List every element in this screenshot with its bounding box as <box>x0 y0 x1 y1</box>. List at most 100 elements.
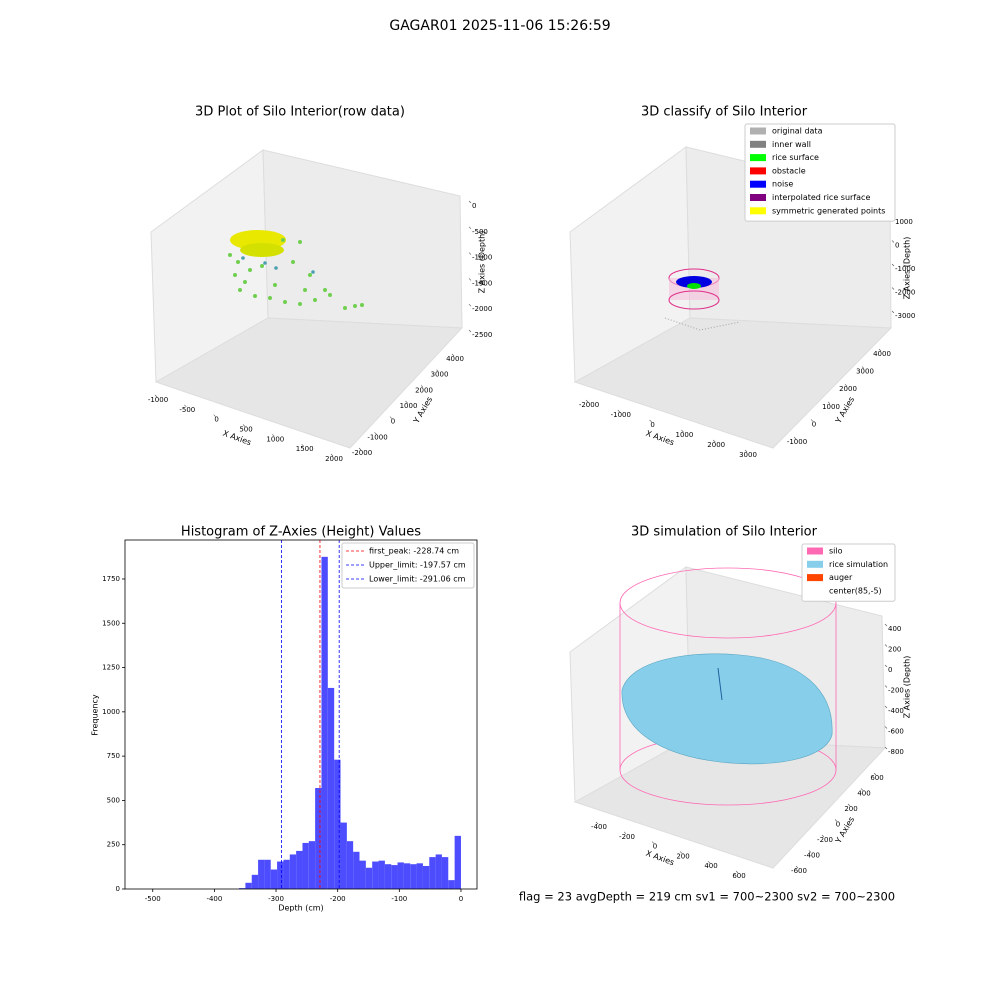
z-tick <box>884 705 888 709</box>
y-tick <box>358 447 362 451</box>
bar <box>353 851 360 889</box>
y-tick-label: -400 <box>804 852 820 860</box>
x-tick-label: 2000 <box>707 441 725 449</box>
x-tick-label: -300 <box>268 895 284 903</box>
bar <box>315 788 322 889</box>
legend-label: rice surface <box>772 153 819 162</box>
bar <box>270 869 278 889</box>
x-tick <box>649 419 652 423</box>
y-tick <box>821 834 825 838</box>
x-tick-label: 1000 <box>675 431 693 439</box>
x-tick-label: -100 <box>391 895 407 903</box>
y-tick-label: 0 <box>391 418 395 426</box>
legend-label: inner wall <box>772 140 811 149</box>
y-tick-label: 400 <box>857 790 870 798</box>
z-tick <box>884 726 888 729</box>
y-tick-label: 1750 <box>102 575 120 583</box>
z-tick-label: 1000 <box>895 218 913 226</box>
y-tick-label: 1000 <box>822 403 840 411</box>
bar <box>283 859 290 889</box>
x-tick <box>679 851 683 854</box>
z-tick-label: 200 <box>888 646 901 654</box>
bar <box>365 867 373 889</box>
x-tick-label: 400 <box>704 862 717 870</box>
x-tick <box>712 439 716 443</box>
x-tick-label: -500 <box>179 406 195 414</box>
z-tick-label: -1500 <box>472 279 492 287</box>
legend-label: original data <box>772 127 823 136</box>
y-tick <box>860 788 864 791</box>
bar <box>391 865 398 889</box>
y-tick-label: 0 <box>116 885 120 893</box>
y-tick-label: 1000 <box>102 708 120 716</box>
cloud-points <box>241 256 315 274</box>
annotation: flag = 23 avgDepth = 219 cm sv1 = 700~23… <box>519 890 895 904</box>
y-tick-label: -2000 <box>352 449 372 457</box>
legend-swatch <box>750 194 766 201</box>
cloud-points <box>228 238 364 310</box>
x-tick-label: -400 <box>206 895 222 903</box>
legend-swatch <box>750 167 766 175</box>
z-tick-label: -500 <box>472 228 488 236</box>
z-tick <box>884 746 888 750</box>
y-tick <box>844 383 848 387</box>
y-tick <box>420 385 424 388</box>
x-tick-label: -1000 <box>148 396 168 404</box>
legend-box <box>341 542 475 589</box>
y-tick <box>827 401 831 405</box>
y-tick <box>810 419 814 422</box>
bar <box>245 882 252 889</box>
y-tick-label: -1000 <box>787 438 807 446</box>
z-tick <box>884 664 888 668</box>
pane-floor <box>154 317 464 449</box>
legend-label: Lower_limit: -291.06 cm <box>369 575 466 584</box>
x-tick <box>585 399 589 403</box>
y-tick <box>878 348 882 352</box>
rice-surface <box>621 653 833 765</box>
x-tick <box>595 821 599 825</box>
z-tick <box>468 329 472 333</box>
bar <box>321 556 328 889</box>
bar <box>403 863 411 889</box>
legend-box <box>744 123 896 222</box>
z-tick-label: -800 <box>888 748 904 756</box>
bar <box>422 865 430 889</box>
x-tick-label: 1500 <box>296 445 314 453</box>
y-tick <box>405 400 408 404</box>
y-tick-label: 1000 <box>400 402 418 410</box>
x-tick <box>184 404 187 408</box>
x-tick-label: 0 <box>650 421 654 429</box>
x-tick-label: 0 <box>214 416 218 424</box>
z-tick <box>468 252 472 255</box>
x-tick-label: -1000 <box>611 411 631 419</box>
y-tick-label: 500 <box>107 796 120 804</box>
bar <box>429 857 436 889</box>
x-tick <box>242 424 246 427</box>
x-tick <box>735 870 739 874</box>
y-tick <box>873 772 877 776</box>
bar <box>302 842 309 889</box>
legend-swatch <box>750 154 766 162</box>
auger <box>717 667 723 701</box>
z-tick-label: -2500 <box>472 331 492 339</box>
y-tick-label: 250 <box>107 841 120 849</box>
bar <box>397 862 404 889</box>
x-tick <box>707 860 711 864</box>
z-tick-label: -3000 <box>895 312 915 320</box>
x-tick-label: 2000 <box>325 455 343 463</box>
bar <box>340 822 347 889</box>
z-axis-label: Z Axies (Depth) <box>903 656 912 719</box>
x-tick-label: -500 <box>145 895 161 903</box>
legend-box <box>801 543 896 602</box>
x-tick <box>651 841 655 844</box>
x-tick <box>301 443 304 447</box>
legend-label: auger <box>829 573 853 582</box>
z-tick-label: -1000 <box>895 265 915 273</box>
z-tick-label: 0 <box>888 666 892 674</box>
legend-label: first_peak: -228.74 cm <box>369 547 459 556</box>
y-tick-label: 4000 <box>446 355 464 363</box>
x-axis-label: Depth (cm) <box>278 904 323 913</box>
legend-label: interpolated rice surface <box>772 193 870 202</box>
y-tick-label: 200 <box>844 805 857 813</box>
